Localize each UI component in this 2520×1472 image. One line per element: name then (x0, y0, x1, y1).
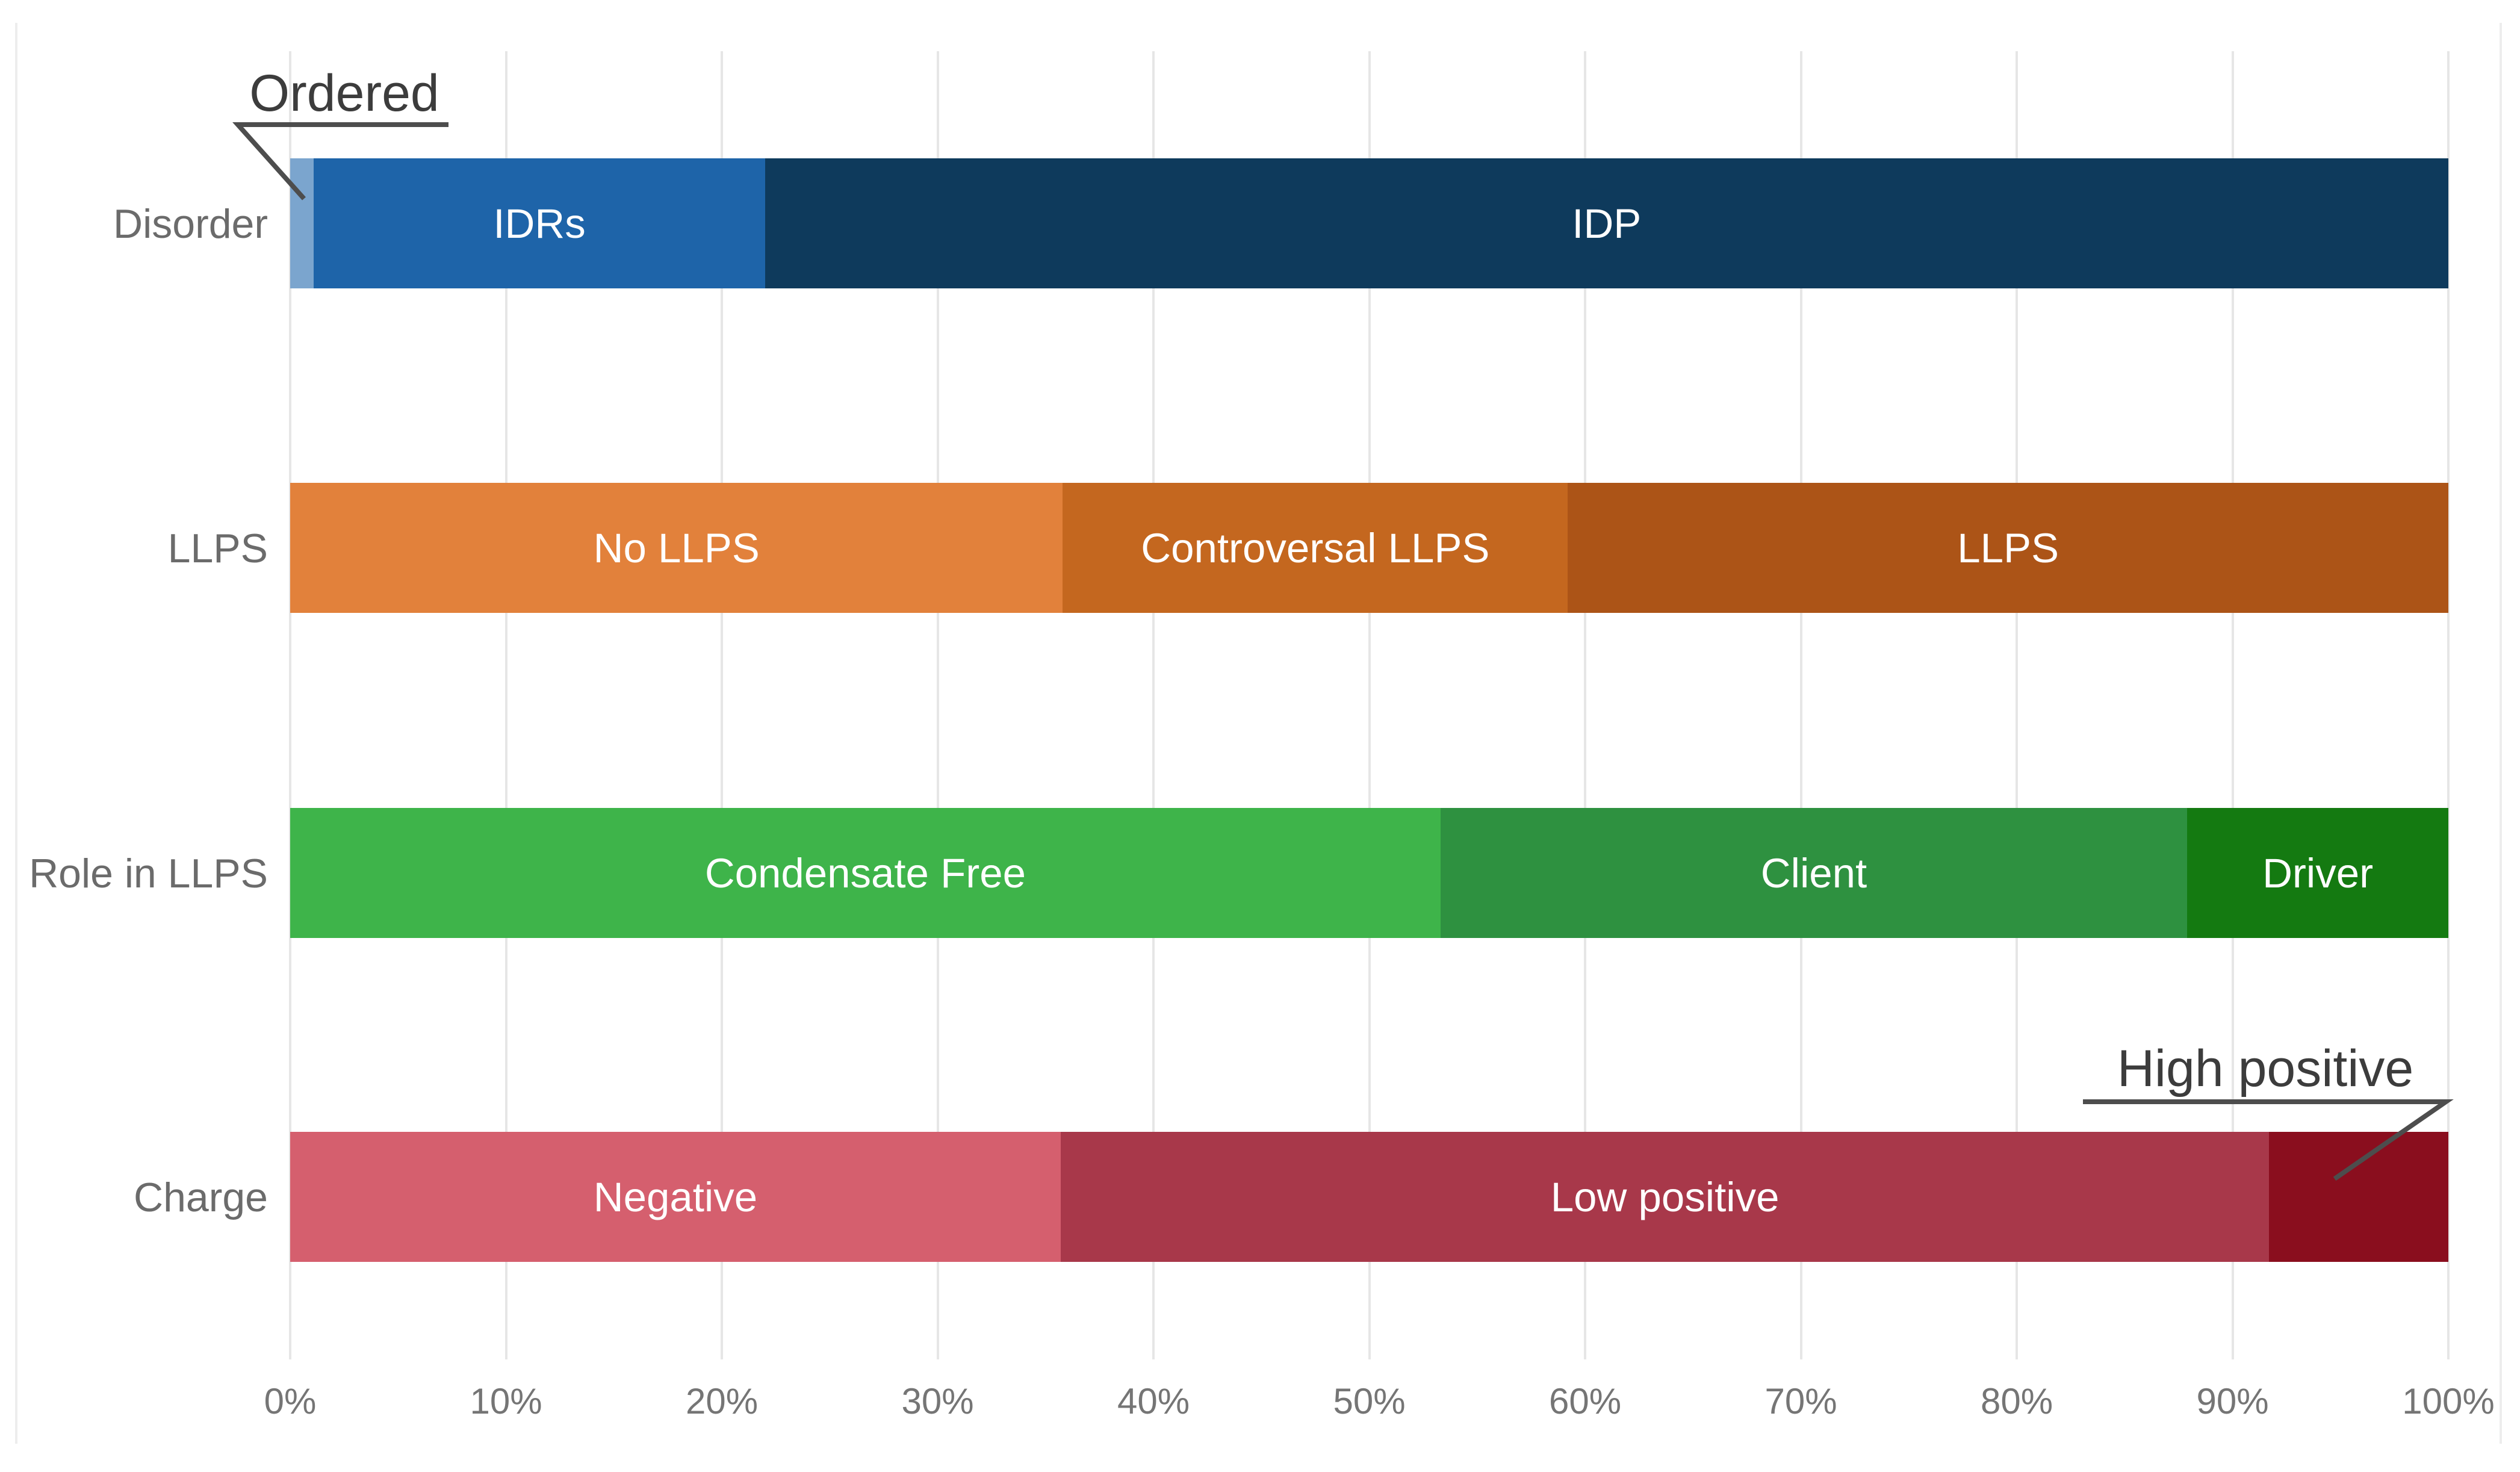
ordered-annotation-label: Ordered (249, 64, 439, 122)
x-tick-label: 90% (2196, 1381, 2269, 1421)
x-tick-label: 10% (470, 1381, 542, 1421)
gridline-60% (1584, 51, 1586, 1359)
segment-label: IDP (1572, 200, 1642, 247)
segment-driver: Driver (2187, 808, 2448, 938)
row-label-charge: Charge (133, 1175, 268, 1220)
segment-label: Low positive (1550, 1173, 1780, 1220)
segment-llps: LLPS (1568, 483, 2448, 613)
segment-label: Client (1760, 849, 1867, 896)
row-label-role-in-llps: Role in LLPS (29, 851, 268, 896)
gridline-40% (1152, 51, 1155, 1359)
bar-disorder: IDRs IDP (290, 158, 2448, 288)
segment-label: No LLPS (593, 524, 760, 571)
gridline-10% (504, 51, 507, 1359)
row-label-llps: LLPS (167, 526, 268, 571)
segment-idp: IDP (765, 158, 2448, 288)
segment-condensate-free: Condensate Free (290, 808, 1441, 938)
x-tick-label: 0% (264, 1381, 317, 1421)
segment-ordered (290, 158, 314, 288)
high-positive-annotation-label: High positive (2117, 1040, 2414, 1098)
segment-label: Driver (2262, 849, 2374, 896)
x-tick-label: 40% (1117, 1381, 1190, 1421)
segment-high-positive (2269, 1132, 2448, 1262)
segment-low-positive: Low positive (1060, 1132, 2270, 1262)
segment-label: IDRs (493, 200, 586, 247)
segment-client: Client (1440, 808, 2188, 938)
gridline-100% (2447, 51, 2450, 1359)
row-label-disorder: Disorder (113, 201, 268, 247)
bar-llps: No LLPS Controversal LLPS LLPS (290, 483, 2448, 613)
gridline-30% (936, 51, 939, 1359)
gridline-70% (1799, 51, 1802, 1359)
segment-label: Condensate Free (704, 849, 1026, 896)
x-tick-label: 50% (1333, 1381, 1406, 1421)
segment-label: Negative (593, 1173, 758, 1220)
x-tick-label: 80% (1980, 1381, 2053, 1421)
gridline-0% (289, 51, 291, 1359)
chart-left-border (15, 23, 17, 1444)
gridline-80% (2016, 51, 2018, 1359)
x-tick-label: 60% (1548, 1381, 1622, 1421)
segment-label: Controversal LLPS (1141, 524, 1490, 571)
x-tick-label: 70% (1764, 1381, 1837, 1421)
x-tick-label: 100% (2402, 1381, 2495, 1421)
segment-label: LLPS (1957, 524, 2059, 571)
segment-idrs: IDRs (314, 158, 765, 288)
x-tick-label: 30% (901, 1381, 974, 1421)
segment-no-llps: No LLPS (290, 483, 1063, 613)
bar-role-in-llps: Condensate Free Client Driver (290, 808, 2448, 938)
gridline-50% (1368, 51, 1371, 1359)
gridline-90% (2231, 51, 2234, 1359)
segment-negative: Negative (290, 1132, 1061, 1262)
bar-charge: Negative Low positive (290, 1132, 2448, 1262)
chart-right-border (2500, 23, 2502, 1444)
segment-controversal-llps: Controversal LLPS (1063, 483, 1568, 613)
gridline-20% (721, 51, 723, 1359)
x-tick-label: 20% (685, 1381, 759, 1421)
